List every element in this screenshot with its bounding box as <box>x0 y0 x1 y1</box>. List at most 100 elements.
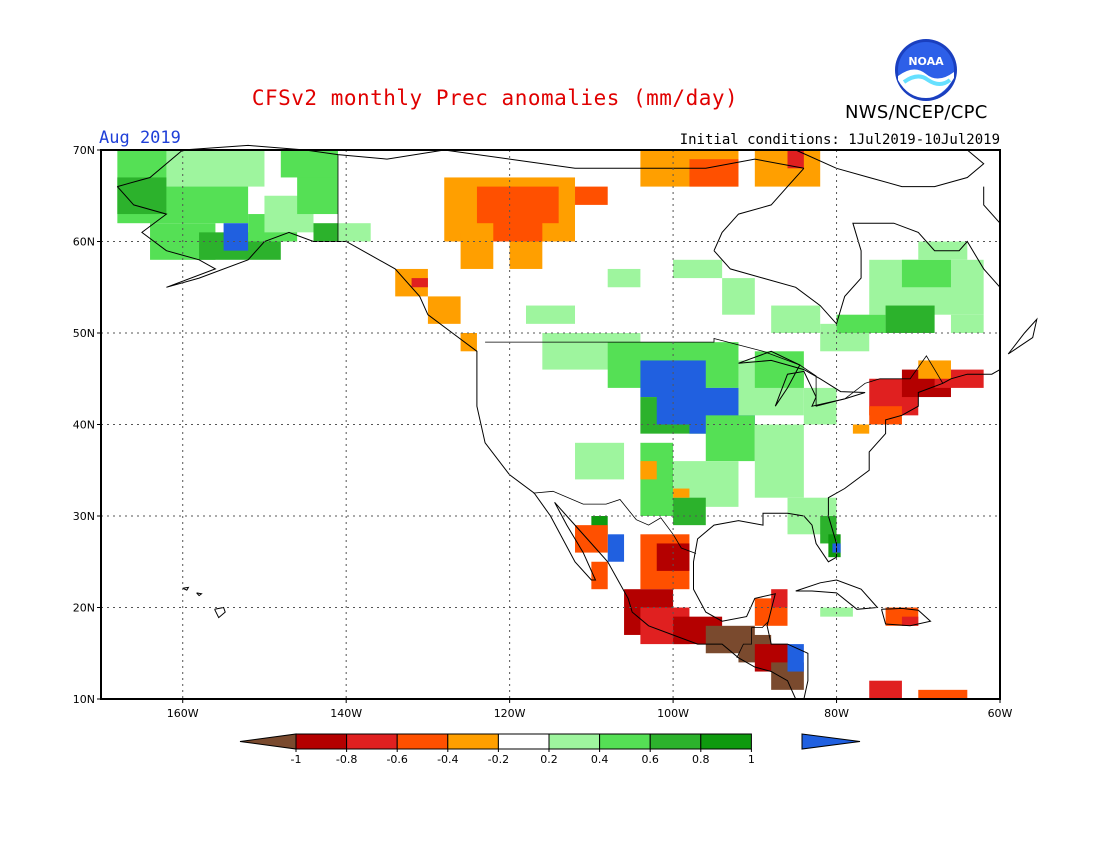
anomaly-cell <box>525 305 576 324</box>
border-line <box>485 337 944 407</box>
anomaly-cell <box>950 314 984 333</box>
coastline <box>983 186 1001 224</box>
anomaly-cell <box>901 259 951 288</box>
initial-conditions-label: Initial conditions: 1Jul2019-10Jul2019 <box>679 132 1000 148</box>
colorbar-swatch <box>447 733 499 750</box>
colorbar-label: 0.2 <box>540 753 558 766</box>
colorbar-label: 0.8 <box>692 753 710 766</box>
anomaly-cell <box>607 268 641 288</box>
coastline <box>738 350 866 407</box>
colorbar-swatch <box>700 733 752 750</box>
colorbar-arrow-left <box>239 733 297 750</box>
colorbar-swatch <box>396 733 449 750</box>
colorbar-swatch <box>295 733 348 750</box>
anomaly-cell <box>673 488 690 498</box>
agency-label: NWS/NCEP/CPC <box>845 102 988 123</box>
coastline <box>795 149 985 188</box>
lat-tick-label: 10N <box>73 693 95 706</box>
lat-tick-label: 70N <box>73 144 95 157</box>
lon-tick-label: 120W <box>494 707 526 720</box>
lon-tick-label: 160W <box>167 707 199 720</box>
colorbar-label: 1 <box>748 753 755 766</box>
anomaly-cell <box>918 689 968 699</box>
lat-tick-label: 40N <box>73 419 95 432</box>
lon-tick-label: 100W <box>657 707 689 720</box>
anomaly-cell <box>705 415 755 462</box>
lon-tick-label: 60W <box>988 707 1013 720</box>
colorbar-swatch <box>346 733 398 750</box>
colorbar-label: -0.4 <box>437 753 458 766</box>
anomaly-cell <box>313 223 339 242</box>
lat-tick-label: 60N <box>73 236 95 249</box>
anomaly-cell <box>771 305 821 333</box>
colorbar-label: -1 <box>291 753 302 766</box>
anomaly-cell <box>460 232 494 269</box>
anomaly-cell <box>166 150 265 187</box>
lon-tick-label: 140W <box>330 707 362 720</box>
anomaly-cell <box>575 186 608 205</box>
colorbar-swatch <box>599 733 651 750</box>
coastline <box>881 607 932 627</box>
anomaly-cell <box>836 314 886 333</box>
anomaly-cell <box>901 616 919 626</box>
anomaly-cell <box>509 241 543 269</box>
anomaly-cell <box>673 259 723 279</box>
anomaly-cell <box>869 406 902 425</box>
colorbar-label: -0.8 <box>336 753 357 766</box>
lat-tick-label: 30N <box>73 510 95 523</box>
lat-tick-label: 20N <box>73 602 95 615</box>
coastline <box>713 167 805 251</box>
graticule <box>101 150 1000 699</box>
month-label: Aug 2019 <box>99 128 181 148</box>
anomaly-cells <box>117 150 984 699</box>
anomaly-cell <box>607 534 625 562</box>
anomaly-cell <box>460 333 477 352</box>
coastline <box>693 369 1001 700</box>
anomaly-cell <box>117 177 167 215</box>
anomaly-cell <box>411 278 428 288</box>
anomaly-cell <box>591 561 608 590</box>
anomaly-cell <box>722 278 755 315</box>
lat-tick-label: 50N <box>73 327 95 340</box>
anomaly-cell <box>338 223 371 242</box>
colorbar-label: 0.4 <box>591 753 609 766</box>
border-line <box>736 620 769 658</box>
coastline <box>713 222 1001 325</box>
anomaly-cell <box>640 461 657 480</box>
anomaly-cell <box>771 589 788 608</box>
anomaly-cell <box>427 296 461 324</box>
anomaly-cell <box>575 525 608 553</box>
coastline <box>196 592 203 597</box>
border-line <box>533 490 697 554</box>
anomaly-cell <box>885 305 935 333</box>
anomaly-cell <box>852 424 870 434</box>
logo-text: NOAA <box>908 55 944 68</box>
coastline <box>182 586 190 591</box>
anomaly-cell <box>673 497 706 526</box>
anomaly-cell <box>869 680 902 699</box>
coastline <box>214 606 226 619</box>
colorbar-swatch <box>497 733 550 750</box>
colorbar-arrow-right <box>801 733 861 750</box>
colorbar-label: -0.6 <box>386 753 407 766</box>
colorbar-label: 0.6 <box>641 753 659 766</box>
coastline <box>795 579 879 610</box>
lon-tick-label: 80W <box>824 707 849 720</box>
longitude-labels: 160W 140W 120W 100W 80W 60W <box>167 699 1013 720</box>
colorbar-label: -0.2 <box>488 753 509 766</box>
coastline <box>1007 317 1038 355</box>
anomaly-cell <box>754 424 804 498</box>
anomaly-cell <box>575 442 625 480</box>
colorbar-swatch <box>548 733 601 750</box>
colorbar: -1 -0.8 -0.6 -0.4 -0.2 0.2 0.4 0.6 0.8 1 <box>239 733 861 766</box>
anomaly-cell <box>754 351 804 388</box>
colorbar-swatch <box>649 733 702 750</box>
anomaly-cell <box>787 150 804 169</box>
anomaly-cell <box>223 223 249 251</box>
chart-title: CFSv2 monthly Prec anomalies (mm/day) <box>251 86 739 110</box>
anomaly-cell <box>656 543 690 571</box>
noaa-logo-icon: NOAA <box>895 39 957 101</box>
latitude-labels: 70N 60N 50N 40N 30N 20N 10N <box>73 144 101 706</box>
anomaly-cell <box>280 150 339 178</box>
